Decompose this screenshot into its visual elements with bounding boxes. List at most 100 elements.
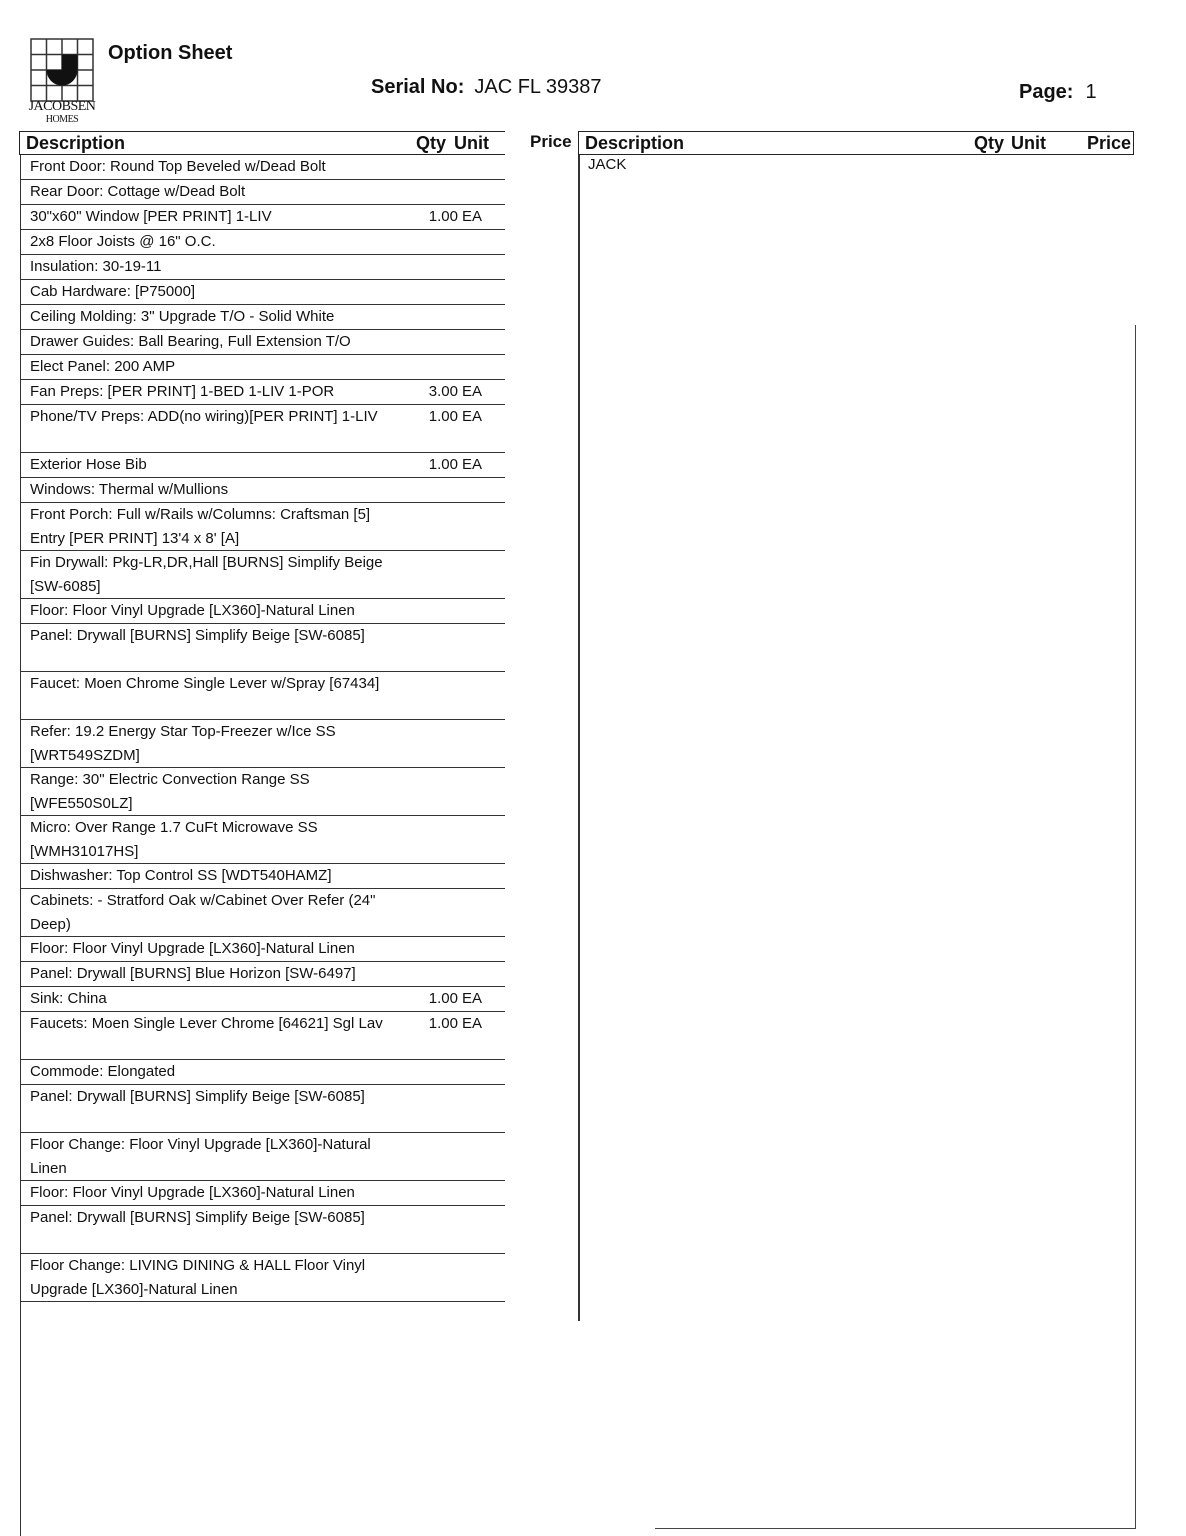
option-description: Front Door: Round Top Beveled w/Dead Bol… bbox=[30, 158, 326, 175]
option-row: Floor: Floor Vinyl Upgrade [LX360]-Natur… bbox=[20, 937, 505, 962]
option-row: Sink: China 1.00 EA bbox=[20, 987, 505, 1012]
option-description: Windows: Thermal w/Mullions bbox=[30, 481, 229, 498]
col-qty-right: Qty bbox=[974, 133, 1005, 153]
option-description: Ceiling Molding: 3" Upgrade T/O - Solid … bbox=[30, 308, 335, 325]
serial-label: Serial No: bbox=[371, 76, 465, 98]
option-row: Panel: Drywall [BURNS] Simplify Beige [S… bbox=[20, 624, 505, 672]
option-description: Cabinets: - Stratford Oak w/Cabinet Over… bbox=[30, 892, 376, 933]
option-qty: 1.00 bbox=[428, 1015, 458, 1032]
option-description: Rear Door: Cottage w/Dead Bolt bbox=[30, 183, 246, 200]
option-row: Commode: Elongated bbox=[20, 1060, 505, 1085]
option-unit: EA bbox=[462, 990, 483, 1007]
option-description: Faucets: Moen Single Lever Chrome [64621… bbox=[30, 1015, 383, 1032]
option-row: Faucets: Moen Single Lever Chrome [64621… bbox=[20, 1012, 505, 1060]
option-row: Floor: Floor Vinyl Upgrade [LX360]-Natur… bbox=[20, 1181, 505, 1206]
option-description: 30"x60" Window [PER PRINT] 1-LIV bbox=[30, 208, 272, 225]
option-row: Windows: Thermal w/Mullions bbox=[20, 478, 505, 503]
logo-wordmark: JACOBSEN HOMES bbox=[22, 100, 102, 126]
col-qty: Qty bbox=[416, 133, 447, 153]
col-description: Description bbox=[26, 133, 126, 153]
jacobsen-homes-logo bbox=[30, 38, 94, 102]
left-table-header: Description Qty Unit bbox=[19, 131, 505, 155]
option-description: Cab Hardware: [P75000] bbox=[30, 283, 196, 300]
option-description: Faucet: Moen Chrome Single Lever w/Spray… bbox=[30, 675, 380, 692]
option-row: Front Porch: Full w/Rails w/Columns: Cra… bbox=[20, 503, 505, 551]
option-description: Exterior Hose Bib bbox=[30, 456, 147, 473]
option-row: Range: 30" Electric Convection Range SS … bbox=[20, 768, 505, 816]
left-option-list: Front Door: Round Top Beveled w/Dead Bol… bbox=[20, 155, 505, 1302]
option-row: Front Door: Round Top Beveled w/Dead Bol… bbox=[20, 155, 505, 180]
table-middle-border bbox=[578, 155, 580, 1321]
option-description: Sink: China bbox=[30, 990, 107, 1007]
option-row: Floor: Floor Vinyl Upgrade [LX360]-Natur… bbox=[20, 599, 505, 624]
option-description: Panel: Drywall [BURNS] Blue Horizon [SW-… bbox=[30, 965, 356, 982]
option-row: Elect Panel: 200 AMP bbox=[20, 355, 505, 380]
col-price-right: Price bbox=[1087, 133, 1132, 153]
option-row: Refer: 19.2 Energy Star Top-Freezer w/Ic… bbox=[20, 720, 505, 768]
option-description: Refer: 19.2 Energy Star Top-Freezer w/Ic… bbox=[30, 723, 336, 764]
option-description: Panel: Drywall [BURNS] Simplify Beige [S… bbox=[30, 1088, 365, 1105]
option-row: Fan Preps: [PER PRINT] 1-BED 1-LIV 1-POR… bbox=[20, 380, 505, 405]
option-qty: 1.00 bbox=[428, 990, 458, 1007]
option-row: Cabinets: - Stratford Oak w/Cabinet Over… bbox=[20, 889, 505, 937]
option-qty: 1.00 bbox=[428, 208, 458, 225]
option-row: Ceiling Molding: 3" Upgrade T/O - Solid … bbox=[20, 305, 505, 330]
option-description: 2x8 Floor Joists @ 16" O.C. bbox=[30, 233, 216, 250]
option-description: Panel: Drywall [BURNS] Simplify Beige [S… bbox=[30, 627, 365, 644]
option-description: Floor: Floor Vinyl Upgrade [LX360]-Natur… bbox=[30, 1184, 355, 1201]
option-description: Phone/TV Preps: ADD(no wiring)[PER PRINT… bbox=[30, 408, 378, 425]
logo-line-1: JACOBSEN bbox=[28, 99, 96, 114]
page-value: 1 bbox=[1085, 81, 1097, 103]
serial-number: Serial No: JAC FL 39387 bbox=[371, 76, 601, 99]
option-row: Cab Hardware: [P75000] bbox=[20, 280, 505, 305]
option-row: Dishwasher: Top Control SS [WDT540HAMZ] bbox=[20, 864, 505, 889]
option-unit: EA bbox=[462, 208, 483, 225]
option-description: Range: 30" Electric Convection Range SS … bbox=[30, 771, 310, 812]
option-row: Floor Change: LIVING DINING & HALL Floor… bbox=[20, 1254, 505, 1302]
option-description: Fin Drywall: Pkg-LR,DR,Hall [BURNS] Simp… bbox=[30, 554, 383, 595]
page-number: Page: 1 bbox=[1019, 81, 1097, 104]
option-row: Panel: Drywall [BURNS] Simplify Beige [S… bbox=[20, 1085, 505, 1133]
option-row: Insulation: 30-19-11 bbox=[20, 255, 505, 280]
option-row: Panel: Drywall [BURNS] Blue Horizon [SW-… bbox=[20, 962, 505, 987]
right-table-header: Description Qty Unit Price bbox=[578, 131, 1134, 155]
option-row: Panel: Drywall [BURNS] Simplify Beige [S… bbox=[20, 1206, 505, 1254]
option-description: Floor Change: Floor Vinyl Upgrade [LX360… bbox=[30, 1136, 371, 1177]
option-description: Fan Preps: [PER PRINT] 1-BED 1-LIV 1-POR bbox=[30, 383, 335, 400]
col-unit: Unit bbox=[454, 133, 489, 153]
option-qty: 1.00 bbox=[428, 408, 458, 425]
serial-value: JAC FL 39387 bbox=[474, 76, 602, 98]
option-description: Drawer Guides: Ball Bearing, Full Extens… bbox=[30, 333, 351, 350]
logo-line-2: HOMES bbox=[45, 114, 79, 125]
option-qty: 1.00 bbox=[428, 456, 458, 473]
right-row-description: JACK bbox=[588, 156, 627, 173]
option-row: Exterior Hose Bib 1.00 EA bbox=[20, 453, 505, 478]
option-description: Floor Change: LIVING DINING & HALL Floor… bbox=[30, 1257, 366, 1298]
option-row: Phone/TV Preps: ADD(no wiring)[PER PRINT… bbox=[20, 405, 505, 453]
col-unit-right: Unit bbox=[1011, 133, 1046, 153]
option-row: Rear Door: Cottage w/Dead Bolt bbox=[20, 180, 505, 205]
option-description: Panel: Drywall [BURNS] Simplify Beige [S… bbox=[30, 1209, 365, 1226]
option-description: Dishwasher: Top Control SS [WDT540HAMZ] bbox=[30, 867, 332, 884]
table-right-border bbox=[1135, 325, 1136, 1528]
option-row: 30"x60" Window [PER PRINT] 1-LIV 1.00 EA bbox=[20, 205, 505, 230]
option-row: 2x8 Floor Joists @ 16" O.C. bbox=[20, 230, 505, 255]
page-label: Page: bbox=[1019, 81, 1074, 103]
option-description: Floor: Floor Vinyl Upgrade [LX360]-Natur… bbox=[30, 940, 355, 957]
option-unit: EA bbox=[462, 383, 483, 400]
option-qty: 3.00 bbox=[428, 383, 458, 400]
table-bottom-border bbox=[655, 1528, 1136, 1529]
option-row: Faucet: Moen Chrome Single Lever w/Spray… bbox=[20, 672, 505, 720]
option-description: Commode: Elongated bbox=[30, 1063, 176, 1080]
option-description: Insulation: 30-19-11 bbox=[30, 258, 162, 275]
option-row: Drawer Guides: Ball Bearing, Full Extens… bbox=[20, 330, 505, 355]
option-description: Floor: Floor Vinyl Upgrade [LX360]-Natur… bbox=[30, 602, 355, 619]
option-unit: EA bbox=[462, 1015, 483, 1032]
option-unit: EA bbox=[462, 408, 483, 425]
option-row: Floor Change: Floor Vinyl Upgrade [LX360… bbox=[20, 1133, 505, 1181]
option-unit: EA bbox=[462, 456, 483, 473]
option-description: Micro: Over Range 1.7 CuFt Microwave SS … bbox=[30, 819, 318, 860]
table-left-border bbox=[20, 155, 21, 1536]
option-description: Front Porch: Full w/Rails w/Columns: Cra… bbox=[30, 506, 371, 547]
option-description: Elect Panel: 200 AMP bbox=[30, 358, 176, 375]
